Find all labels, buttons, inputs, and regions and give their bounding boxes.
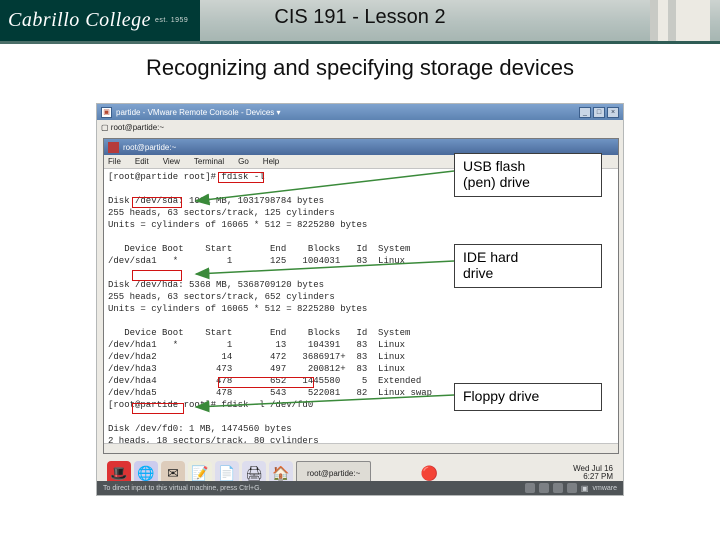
window-controls: _ □ × <box>579 107 619 118</box>
banner-stripe <box>200 41 720 44</box>
terminal-statusbar <box>104 443 618 453</box>
slide-banner: Cabrillo College est. 1959 CIS 191 - Les… <box>0 0 720 44</box>
minimize-button[interactable]: _ <box>579 107 591 118</box>
vm-status-icon <box>567 483 577 493</box>
menu-view[interactable]: View <box>163 157 180 166</box>
slide-subtitle: Recognizing and specifying storage devic… <box>0 55 720 81</box>
highlight-fdisk-l-fd0 <box>218 377 314 388</box>
vmware-tab-row: ▢ root@partide:~ <box>97 120 623 134</box>
callout-usb-flash: USB flash (pen) drive <box>454 153 602 197</box>
close-button[interactable]: × <box>607 107 619 118</box>
vm-status-icon <box>539 483 549 493</box>
callout-ide-hard-drive: IDE hard drive <box>454 244 602 288</box>
vmware-statusbar: To direct input to this virtual machine,… <box>97 481 623 495</box>
callout-text: USB flash <box>463 158 593 174</box>
menu-file[interactable]: File <box>108 157 121 166</box>
menu-go[interactable]: Go <box>238 157 249 166</box>
clock-time: 6:27 PM <box>573 473 613 481</box>
menu-terminal[interactable]: Terminal <box>194 157 224 166</box>
vm-status-icon <box>525 483 535 493</box>
callout-text: Floppy drive <box>463 388 593 404</box>
terminal-icon <box>108 142 119 153</box>
vmware-title-text: partide - VMware Remote Console - Device… <box>116 108 281 117</box>
highlight-dev-hda <box>132 270 182 281</box>
highlight-dev-sda <box>132 197 182 208</box>
vmware-titlebar[interactable]: ▣ partide - VMware Remote Console - Devi… <box>97 104 623 120</box>
menu-edit[interactable]: Edit <box>135 157 149 166</box>
lesson-title: CIS 191 - Lesson 2 <box>0 6 720 29</box>
highlight-dev-fd0 <box>132 403 184 414</box>
maximize-button[interactable]: □ <box>593 107 605 118</box>
callout-text: drive <box>463 265 593 281</box>
vmware-brand: vmware <box>592 485 617 492</box>
callout-floppy-drive: Floppy drive <box>454 383 602 411</box>
callout-text: IDE hard <box>463 249 593 265</box>
slide-root: Cabrillo College est. 1959 CIS 191 - Les… <box>0 0 720 540</box>
taskbar-app-label: root@partide:~ <box>307 469 360 478</box>
vmware-tab[interactable]: ▢ root@partide:~ <box>101 123 164 132</box>
taskbar-clock[interactable]: Wed Jul 16 6:27 PM <box>573 465 613 481</box>
callout-text: (pen) drive <box>463 174 593 190</box>
highlight-fdisk-l <box>218 172 264 183</box>
vmware-icon: ▣ <box>101 107 112 118</box>
terminal-title-text: root@partide:~ <box>123 143 176 152</box>
vm-status-icon <box>553 483 563 493</box>
vmware-hint: To direct input to this virtual machine,… <box>103 485 262 492</box>
menu-help[interactable]: Help <box>263 157 279 166</box>
